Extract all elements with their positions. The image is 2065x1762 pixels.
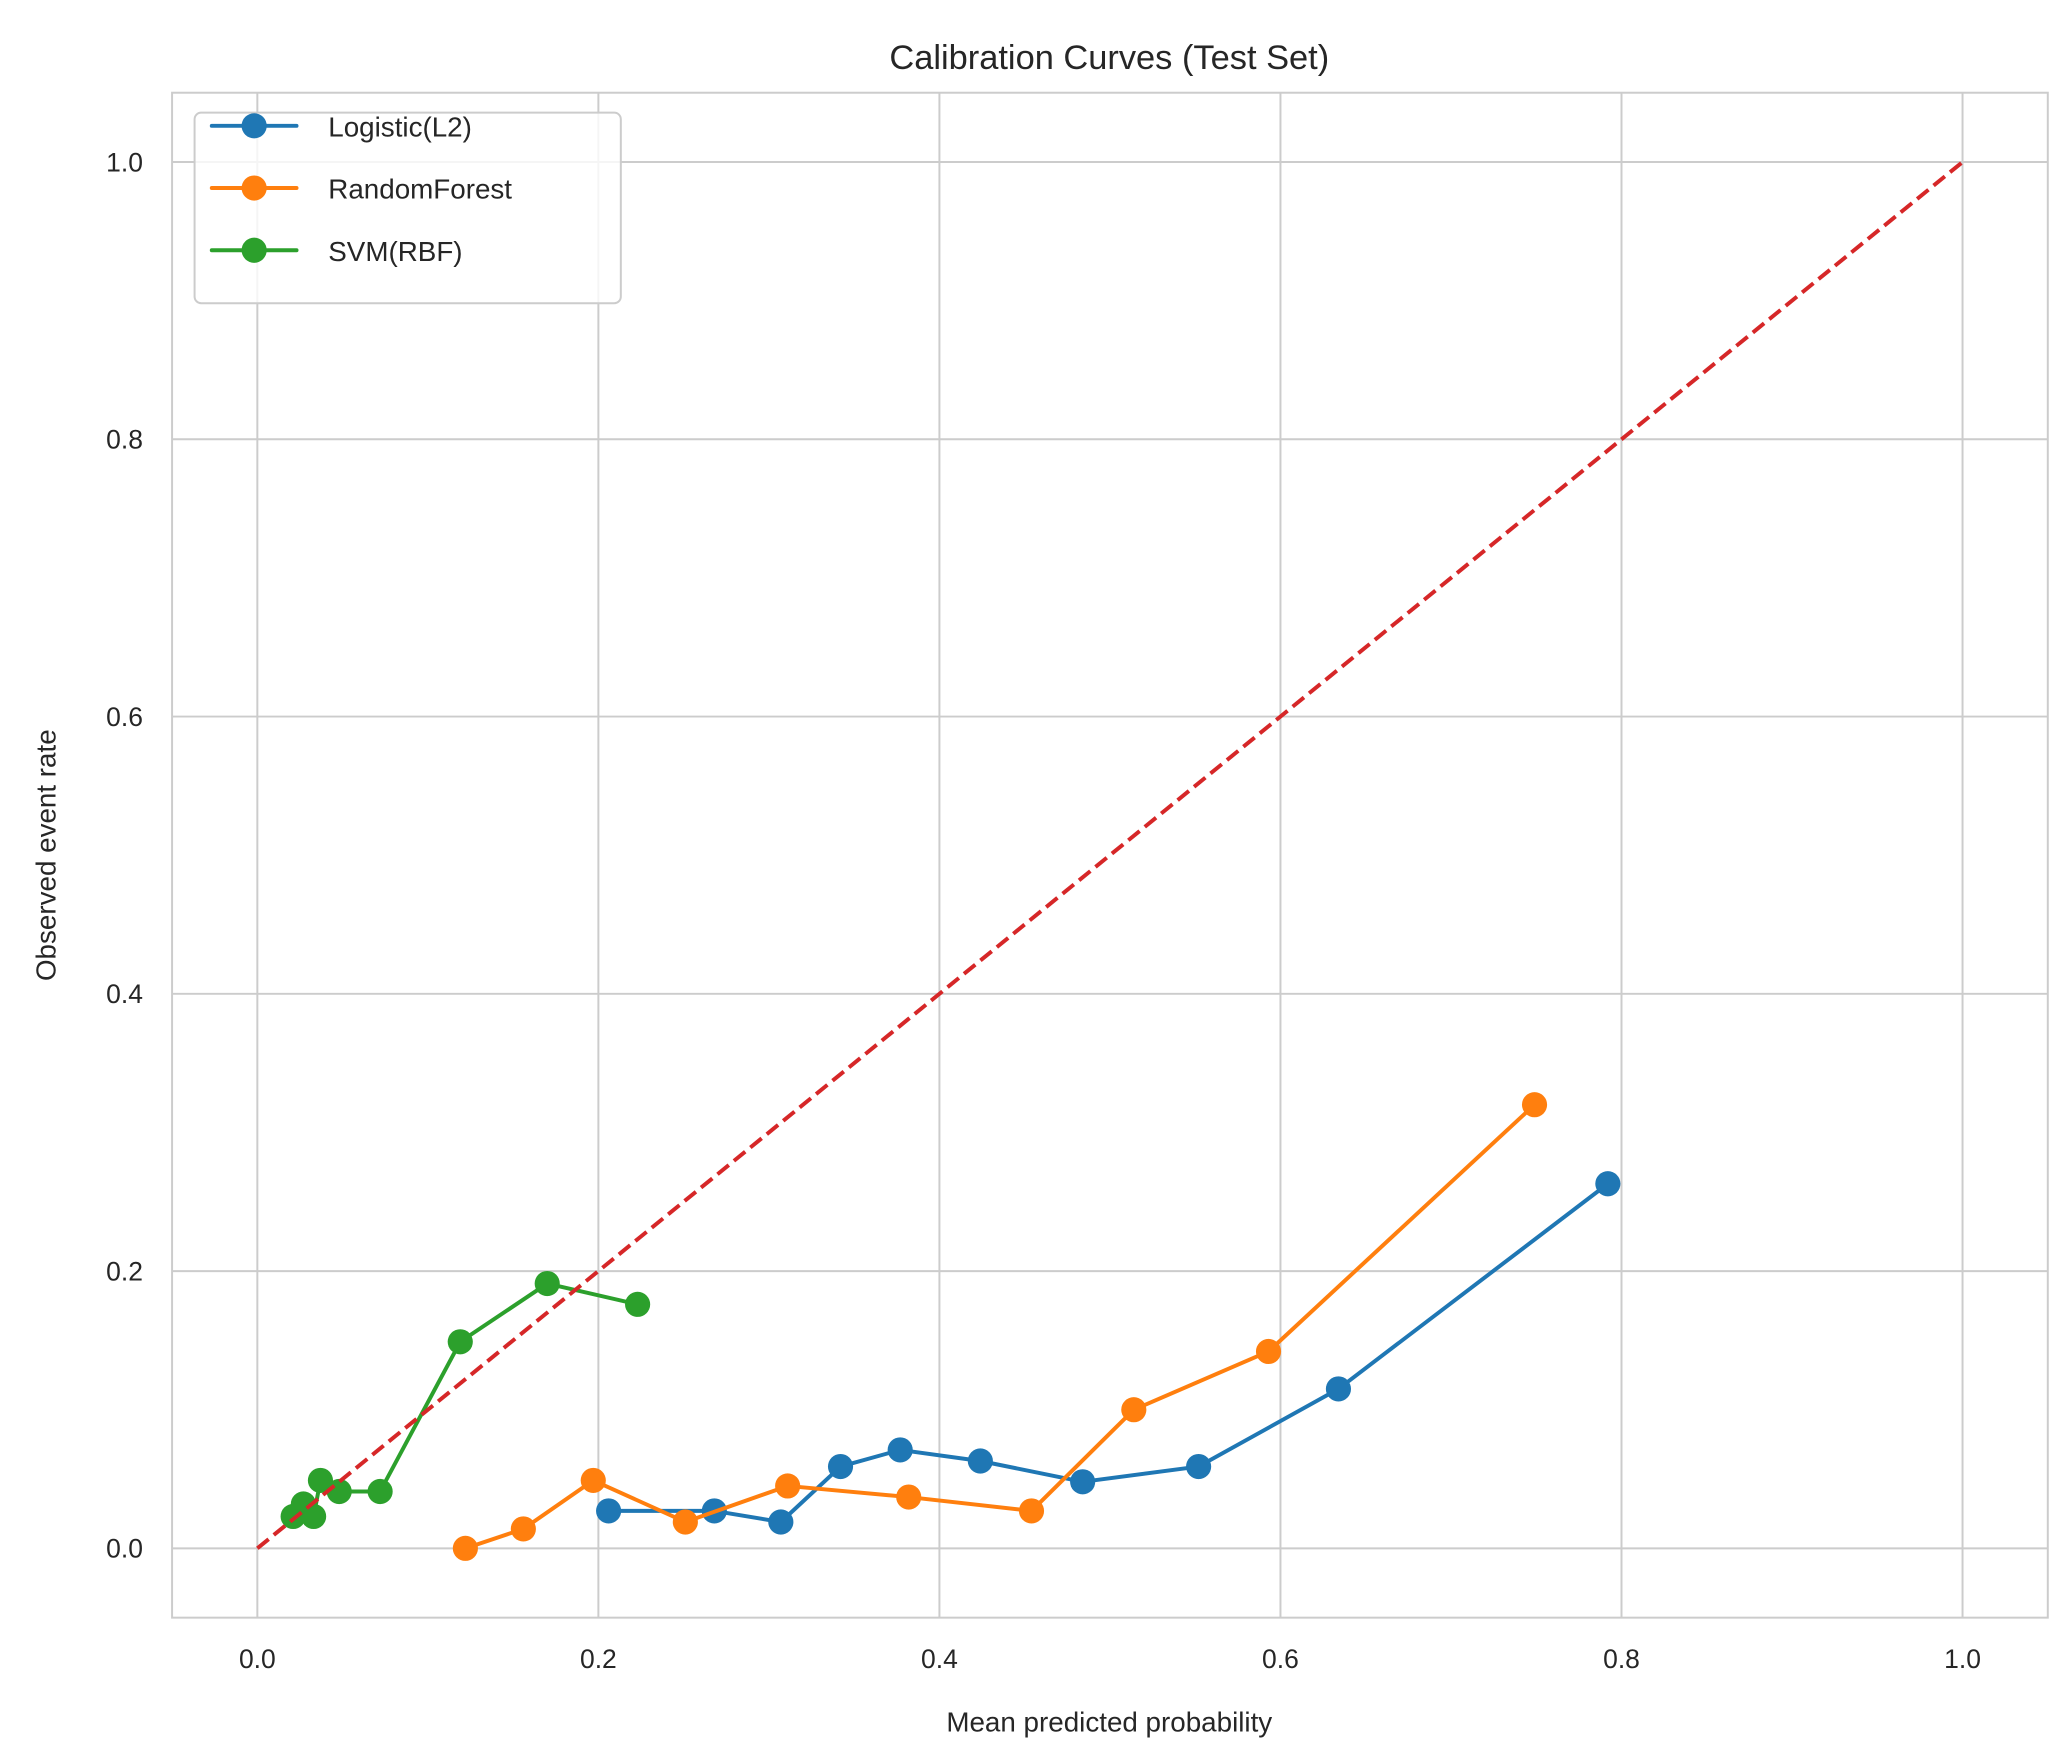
data-point bbox=[1121, 1397, 1147, 1423]
x-axis-label: Mean predicted probability bbox=[946, 1706, 1272, 1737]
data-point bbox=[672, 1509, 698, 1535]
data-point bbox=[580, 1467, 606, 1493]
x-tick-label: 0.0 bbox=[239, 1644, 276, 1674]
data-point bbox=[1070, 1469, 1096, 1495]
legend-label: SVM(RBF) bbox=[328, 236, 462, 267]
y-tick-label: 0.2 bbox=[106, 1256, 143, 1286]
plot-marks bbox=[256, 160, 1964, 1561]
data-point bbox=[596, 1498, 622, 1524]
data-point bbox=[1325, 1376, 1352, 1402]
data-point bbox=[896, 1484, 922, 1510]
reference-diagonal-line bbox=[256, 160, 1964, 1550]
y-tick-label: 0.4 bbox=[106, 979, 143, 1009]
y-tick-label: 0.8 bbox=[106, 425, 143, 455]
legend-marker bbox=[241, 237, 267, 263]
data-point bbox=[775, 1473, 801, 1499]
data-point bbox=[447, 1329, 473, 1355]
data-point bbox=[827, 1453, 854, 1480]
data-point bbox=[1186, 1453, 1212, 1480]
data-point bbox=[1255, 1338, 1282, 1365]
legend-marker bbox=[241, 113, 267, 139]
legend-box bbox=[193, 111, 622, 305]
series-line bbox=[464, 1103, 1536, 1551]
data-point bbox=[967, 1448, 993, 1474]
data-point bbox=[768, 1509, 794, 1535]
data-point bbox=[510, 1516, 536, 1542]
legend: Logistic(L2) RandomForest SVM(RBF) bbox=[193, 111, 622, 305]
chart-title: Calibration Curves (Test Set) bbox=[889, 39, 1329, 77]
data-point bbox=[367, 1478, 393, 1505]
axes-frame bbox=[171, 91, 2049, 1619]
x-tick-label: 0.4 bbox=[921, 1644, 958, 1674]
data-point bbox=[1018, 1498, 1045, 1524]
legend-label: RandomForest bbox=[328, 174, 512, 205]
data-point bbox=[452, 1535, 478, 1561]
tick-labels: 0.0 0.2 0.4 0.6 0.8 1.0 0.0 0.2 0.4 0.6 0.8 1.0 bbox=[106, 147, 1981, 1674]
data-point bbox=[887, 1437, 913, 1463]
data-point bbox=[301, 1503, 327, 1530]
legend-label: Logistic(L2) bbox=[328, 111, 472, 142]
x-tick-label: 0.2 bbox=[580, 1644, 617, 1674]
y-tick-label: 0.0 bbox=[106, 1534, 143, 1564]
data-point bbox=[625, 1291, 651, 1317]
x-tick-label: 0.6 bbox=[1262, 1644, 1299, 1674]
data-point bbox=[1521, 1092, 1548, 1118]
y-tick-label: 0.6 bbox=[106, 702, 143, 732]
data-point bbox=[534, 1270, 560, 1297]
y-axis-label: Observed event rate bbox=[31, 729, 62, 981]
y-tick-label: 1.0 bbox=[106, 147, 143, 177]
data-point bbox=[1595, 1171, 1621, 1197]
x-tick-label: 1.0 bbox=[1944, 1644, 1981, 1674]
data-point bbox=[307, 1467, 334, 1493]
x-tick-label: 0.8 bbox=[1603, 1644, 1640, 1674]
series-line bbox=[608, 1182, 1610, 1524]
legend-marker bbox=[241, 175, 267, 201]
